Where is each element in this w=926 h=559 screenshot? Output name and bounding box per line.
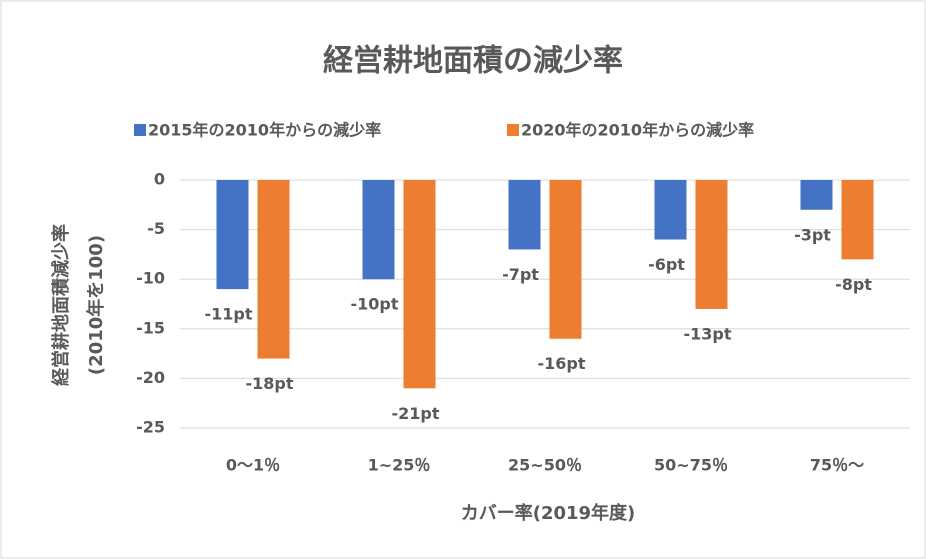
y-tick-label: -10 xyxy=(136,269,165,288)
data-label: -8pt xyxy=(835,275,872,294)
data-label: -16pt xyxy=(537,354,585,373)
legend-label: 2015年の2010年からの減少率 xyxy=(148,121,381,140)
chart-title: 経営耕地面積の減少率 xyxy=(323,44,623,79)
data-label: -18pt xyxy=(245,374,293,393)
bar xyxy=(257,180,290,359)
legend-swatch xyxy=(507,124,519,136)
legend-label: 2020年の2010年からの減少率 xyxy=(521,121,754,140)
bar xyxy=(549,180,582,339)
bar xyxy=(362,180,395,280)
x-tick-label: 0～1％ xyxy=(226,456,280,475)
bar xyxy=(216,180,249,290)
data-label: -13pt xyxy=(683,324,731,343)
data-label: -7pt xyxy=(502,265,539,284)
y-tick-label: -20 xyxy=(136,368,165,387)
y-axis-label: (2010年を100) xyxy=(85,235,107,375)
x-tick-label: 1~25％ xyxy=(368,456,431,475)
bar xyxy=(403,180,436,389)
y-tick-label: -25 xyxy=(136,418,165,437)
data-label: -21pt xyxy=(391,404,439,423)
bar xyxy=(695,180,728,309)
data-label: -6pt xyxy=(648,255,685,274)
data-label: -11pt xyxy=(204,305,252,324)
legend-swatch xyxy=(134,124,146,136)
bar xyxy=(508,180,541,250)
data-label: -3pt xyxy=(794,225,831,244)
bar xyxy=(800,180,833,210)
bar xyxy=(654,180,687,240)
x-tick-label: 50~75％ xyxy=(654,456,728,475)
y-tick-label: -5 xyxy=(147,219,165,238)
y-tick-label: 0 xyxy=(154,170,165,189)
y-tick-label: -15 xyxy=(136,318,165,337)
x-tick-label: 75％～ xyxy=(810,456,864,475)
data-label: -10pt xyxy=(350,295,398,314)
x-tick-label: 25~50％ xyxy=(508,456,582,475)
y-axis-label: 経営耕地面積減少率 xyxy=(50,224,72,386)
x-axis-label: カバー率(2019年度) xyxy=(461,502,636,524)
bar xyxy=(841,180,874,260)
